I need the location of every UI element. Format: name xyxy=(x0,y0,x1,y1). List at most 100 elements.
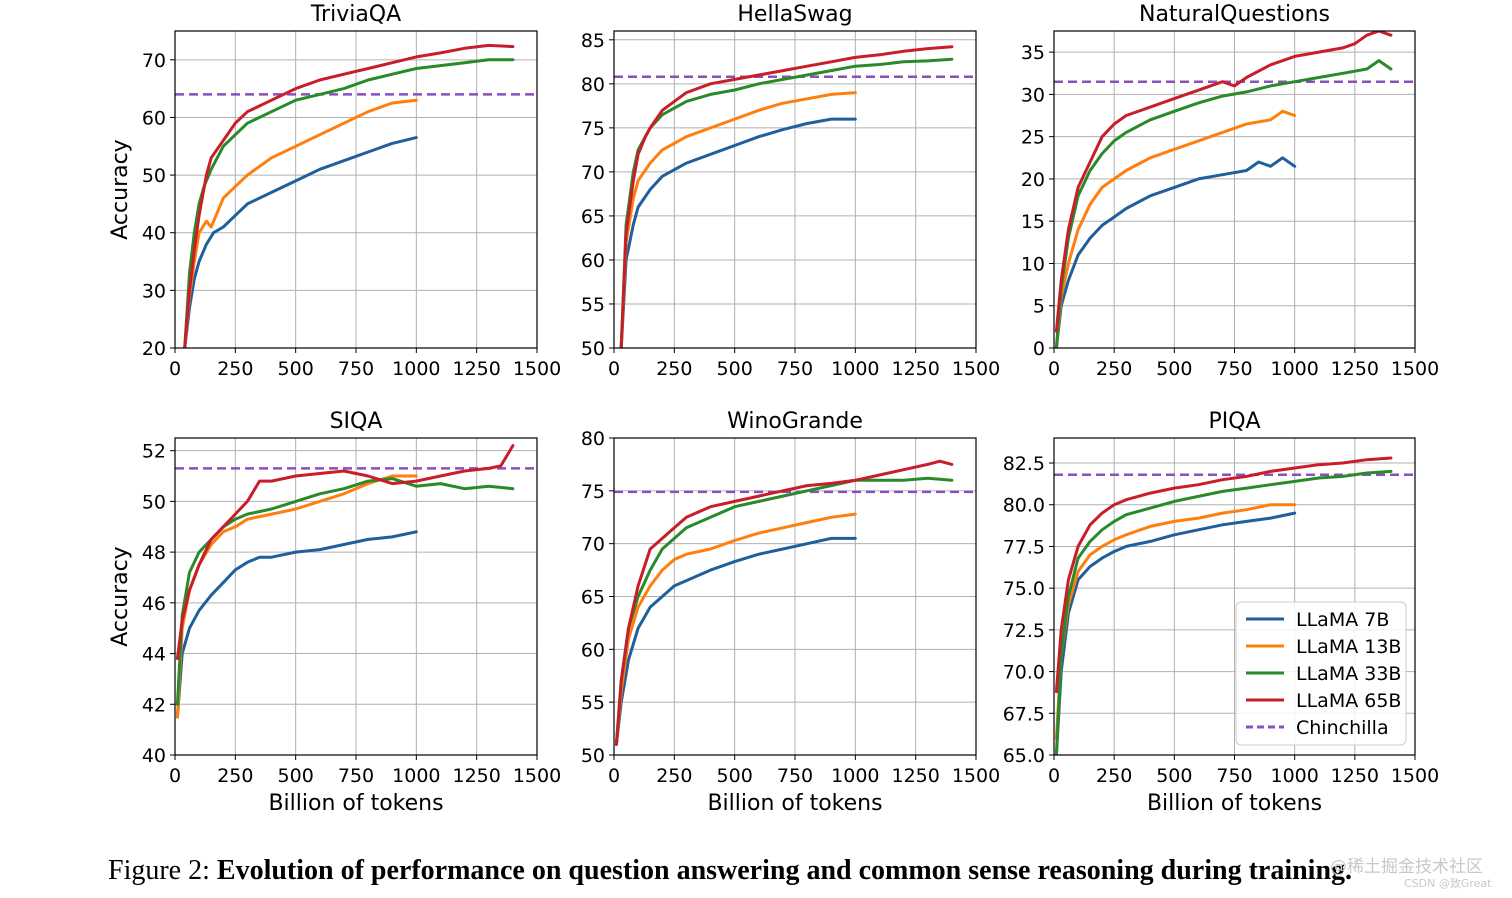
y-tick-label: 65 xyxy=(581,587,605,609)
y-tick-label: 55 xyxy=(581,692,605,714)
watermark-juejin: @稀土掘金技术社区 xyxy=(1330,857,1483,877)
x-tick-label: 500 xyxy=(717,358,753,380)
x-tick-label: 1250 xyxy=(891,358,939,380)
y-tick-label: 70.0 xyxy=(1003,662,1045,684)
x-tick-label: 750 xyxy=(777,358,813,380)
x-tick-label: 250 xyxy=(1096,765,1132,787)
x-tick-label: 1000 xyxy=(392,765,440,787)
series-llama-7b xyxy=(614,536,857,746)
x-tick-label: 1250 xyxy=(1331,765,1379,787)
y-tick-label: 65.0 xyxy=(1003,745,1045,767)
x-tick-label: 1250 xyxy=(452,765,500,787)
series-llama-65b xyxy=(619,45,954,348)
series-llama-33b xyxy=(614,476,954,746)
y-tick-label: 50 xyxy=(142,491,166,513)
y-tick-label: 85 xyxy=(581,30,605,52)
x-tick-label: 1000 xyxy=(831,765,879,787)
x-tick-label: 500 xyxy=(717,765,753,787)
y-tick-label: 60 xyxy=(581,250,605,272)
x-tick-label: 500 xyxy=(1156,765,1192,787)
x-tick-label: 1500 xyxy=(513,765,561,787)
panel-triviaqa: 0 250 500 750 1000 1250 1500 20 30 40 50 60 70 Trivia… xyxy=(108,2,561,380)
x-tick-label: 1000 xyxy=(392,358,440,380)
panel-naturalquestions: 0 250 500 750 1000 1250 1500 0 5 10 15 20 25 30 35 Natu… xyxy=(1021,2,1439,380)
x-tick-label: 750 xyxy=(338,358,374,380)
series-llama-13b xyxy=(175,474,418,719)
x-tick-label: 750 xyxy=(777,765,813,787)
y-tick-label: 80.0 xyxy=(1003,495,1045,517)
series-llama-13b xyxy=(1054,109,1297,348)
x-tick-label: 1000 xyxy=(831,358,879,380)
x-tick-label: 250 xyxy=(656,358,692,380)
chart-title: PIQA xyxy=(1208,409,1260,434)
y-tick-label: 70 xyxy=(142,50,166,72)
x-tick-label: 1250 xyxy=(1331,358,1379,380)
chart-title: TriviaQA xyxy=(310,2,401,27)
y-tick-label: 50 xyxy=(581,745,605,767)
panel-hellaswag: 0 250 500 750 1000 1250 1500 50 55 60 65 70 75 80 85 He… xyxy=(581,2,1000,380)
series-llama-65b xyxy=(1054,31,1393,333)
y-tick-label: 20 xyxy=(1021,169,1045,191)
x-tick-label: 500 xyxy=(1156,358,1192,380)
series-llama-65b xyxy=(1054,456,1393,694)
series-llama-7b xyxy=(1054,511,1297,755)
series-llama-33b xyxy=(175,477,515,706)
x-tick-label: 250 xyxy=(1096,358,1132,380)
series-llama-33b xyxy=(1054,59,1393,348)
series-llama-7b xyxy=(619,117,857,348)
y-tick-label: 15 xyxy=(1021,211,1045,233)
x-tick-label: 0 xyxy=(1048,358,1060,380)
x-tick-label: 500 xyxy=(278,358,314,380)
x-tick-label: 0 xyxy=(1048,765,1060,787)
y-tick-label: 65 xyxy=(581,206,605,228)
y-tick-label: 70 xyxy=(581,534,605,556)
y-tick-label: 40 xyxy=(142,745,166,767)
series-llama-65b xyxy=(614,459,954,746)
y-tick-label: 77.5 xyxy=(1003,536,1045,558)
legend-label-llama-33b: LLaMA 33B xyxy=(1296,663,1401,685)
x-tick-label: 1500 xyxy=(952,765,1000,787)
panel-siqa: 0 250 500 750 1000 1250 1500 40 42 44 46 48 50 52 SIQA… xyxy=(108,409,561,816)
chart-title: SIQA xyxy=(330,409,383,434)
series-llama-7b xyxy=(175,530,418,719)
y-tick-label: 0 xyxy=(1033,338,1045,360)
y-tick-label: 52 xyxy=(142,441,166,463)
x-tick-label: 1500 xyxy=(1391,358,1439,380)
y-tick-label: 67.5 xyxy=(1003,703,1045,725)
legend-label-llama-13b: LLaMA 13B xyxy=(1296,636,1401,658)
x-tick-label: 1500 xyxy=(1391,765,1439,787)
x-tick-label: 750 xyxy=(1216,358,1252,380)
y-tick-label: 82.5 xyxy=(1003,453,1045,475)
x-tick-label: 250 xyxy=(217,358,253,380)
x-tick-label: 750 xyxy=(1216,765,1252,787)
y-tick-label: 48 xyxy=(142,542,166,564)
y-tick-label: 10 xyxy=(1021,253,1045,275)
y-tick-label: 42 xyxy=(142,694,166,716)
y-tick-label: 72.5 xyxy=(1003,620,1045,642)
x-axis-label: Billion of tokens xyxy=(1147,791,1322,816)
caption-text: Evolution of performance on question ans… xyxy=(216,855,1353,886)
watermark-csdn: CSDN @致Great xyxy=(1404,877,1492,890)
x-tick-label: 1500 xyxy=(952,358,1000,380)
x-tick-label: 1250 xyxy=(891,765,939,787)
y-tick-label: 35 xyxy=(1021,42,1045,64)
x-tick-label: 0 xyxy=(608,358,620,380)
series-llama-33b xyxy=(1054,469,1393,755)
x-tick-label: 0 xyxy=(608,765,620,787)
x-tick-label: 1000 xyxy=(1270,358,1318,380)
y-tick-label: 5 xyxy=(1033,296,1045,318)
x-axis-label: Billion of tokens xyxy=(268,791,443,816)
series-llama-7b xyxy=(183,136,418,348)
y-tick-label: 75 xyxy=(581,118,605,140)
series-llama-33b xyxy=(183,58,515,348)
y-tick-label: 30 xyxy=(1021,84,1045,106)
x-tick-label: 1000 xyxy=(1270,765,1318,787)
legend-label-llama-7b: LLaMA 7B xyxy=(1296,609,1389,631)
y-tick-label: 70 xyxy=(581,162,605,184)
y-tick-label: 75.0 xyxy=(1003,578,1045,600)
chart-title: WinoGrande xyxy=(727,409,863,434)
y-tick-label: 30 xyxy=(142,280,166,302)
series-llama-13b xyxy=(619,91,857,348)
legend-label-chinchilla: Chinchilla xyxy=(1296,717,1389,739)
